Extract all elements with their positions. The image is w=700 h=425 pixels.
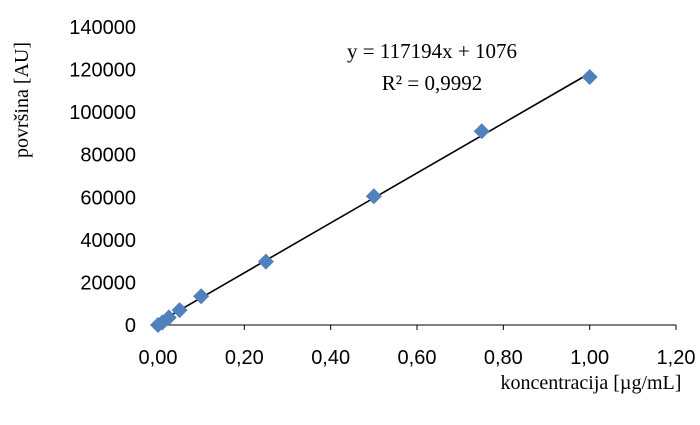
x-axis-ticks: 0,00 0,20 0,40 0,60 0,80 1,00 1,20 [139,325,696,369]
x-tick-label: 1,00 [570,347,609,369]
data-points [150,69,598,333]
data-point [581,69,598,86]
data-point [473,123,490,140]
x-tick-label: 0,20 [225,347,264,369]
x-tick-label: 1,20 [657,347,696,369]
data-point [171,302,188,319]
x-tick-label: 0,80 [484,347,523,369]
y-tick-label: 0 [125,315,136,337]
y-tick-label: 100000 [69,102,136,124]
x-axis-title: koncentracija [µg/mL] [501,372,682,394]
y-tick-label: 20000 [80,272,136,294]
data-point [193,288,210,305]
trendline-equation: y = 117194x + 1076 [347,39,517,63]
y-tick-label: 40000 [80,230,136,252]
x-tick-label: 0,00 [139,347,178,369]
x-tick-label: 0,40 [311,347,350,369]
y-axis-title: površina [AU] [11,42,33,158]
y-axis-ticks: 0 20000 40000 60000 80000 100000 120000 140000 [69,17,136,337]
data-point [257,253,274,270]
y-tick-label: 140000 [69,17,136,39]
data-point [365,188,382,205]
y-tick-label: 60000 [80,187,136,209]
y-tick-label: 120000 [69,60,136,82]
y-tick-label: 80000 [80,145,136,167]
x-tick-label: 0,60 [398,347,437,369]
r-squared-label: R² = 0,9992 [382,71,482,95]
data-point [160,309,177,326]
